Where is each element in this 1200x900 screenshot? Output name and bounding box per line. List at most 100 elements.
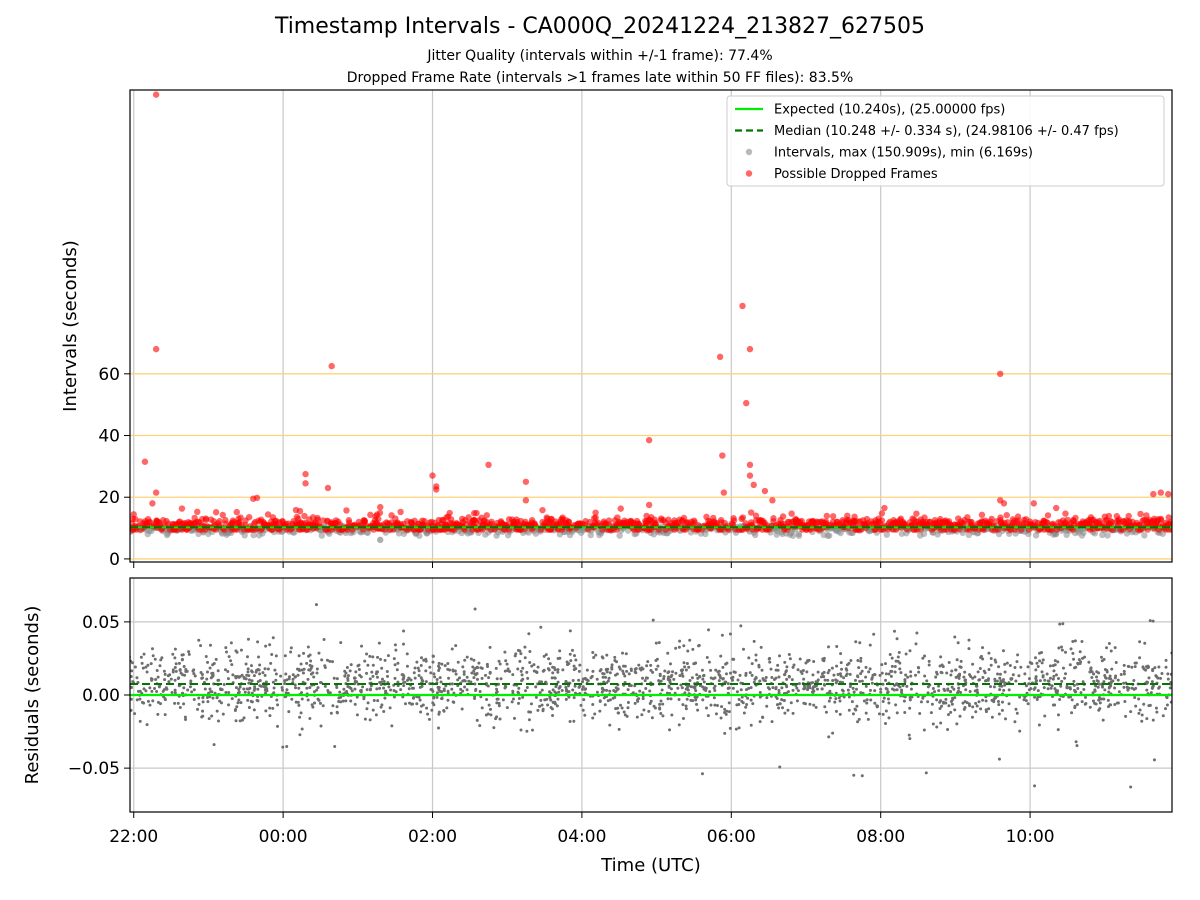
residual-point [823, 705, 827, 709]
residual-point [798, 657, 802, 661]
residual-point [585, 668, 589, 672]
residual-point [623, 713, 627, 717]
residual-point [108, 679, 111, 682]
residual-point [126, 691, 129, 694]
residual-point [149, 662, 153, 666]
residual-point [510, 700, 514, 704]
residual-point [317, 698, 321, 702]
residual-point [396, 680, 400, 684]
residual-point [1129, 710, 1133, 714]
residual-point [625, 669, 629, 673]
residual-point [300, 697, 304, 701]
residual-point [707, 660, 711, 664]
residual-point [952, 687, 956, 691]
residual-point [627, 672, 631, 676]
residual-point [797, 682, 801, 686]
residual-point [780, 686, 784, 690]
residual-point [717, 669, 721, 673]
residual-point [271, 636, 275, 640]
residual-point [401, 642, 405, 646]
residual-point [1150, 680, 1154, 684]
residual-point [353, 702, 357, 706]
residual-point [613, 655, 617, 659]
residual-point [399, 688, 403, 692]
residual-point [144, 689, 148, 693]
residual-point [684, 668, 688, 672]
residual-point [390, 724, 394, 728]
residual-point [1145, 717, 1149, 721]
residual-point [641, 691, 645, 695]
residual-point [895, 688, 899, 692]
residual-point [339, 700, 343, 704]
residual-point [1122, 663, 1126, 667]
residual-point [496, 697, 500, 701]
residual-point [979, 707, 983, 711]
dropped-frame-outlier [645, 436, 653, 444]
residual-point [910, 695, 914, 699]
residual-point [814, 705, 818, 709]
residual-point [946, 727, 950, 731]
residual-point [613, 695, 617, 699]
residual-point [851, 686, 855, 690]
residual-point [778, 765, 782, 769]
residual-point [729, 671, 733, 675]
residual-point [1069, 647, 1073, 651]
residual-point [886, 697, 890, 701]
residual-point [984, 679, 988, 683]
residual-point [667, 685, 671, 689]
residual-point [795, 686, 799, 690]
residual-point [461, 679, 465, 683]
residual-point [130, 697, 133, 701]
residual-point [930, 702, 934, 706]
residual-point [1040, 650, 1044, 654]
residual-point [415, 660, 419, 664]
residual-point [686, 688, 690, 692]
residual-point [374, 713, 378, 717]
residual-point [976, 670, 980, 674]
residual-point [379, 657, 383, 661]
residual-point [315, 671, 319, 675]
residual-point [701, 677, 705, 681]
residual-point [600, 690, 604, 694]
residual-point [392, 657, 396, 661]
residual-point [239, 701, 243, 705]
residual-point [534, 685, 538, 689]
residual-point [945, 671, 949, 675]
residual-point [503, 650, 507, 654]
residual-point [149, 677, 153, 681]
residual-point [748, 671, 752, 675]
residual-point [250, 691, 254, 695]
residual-point [294, 686, 298, 690]
residual-point [823, 678, 827, 682]
dropped-frame-point [122, 520, 128, 526]
y-tick-label-top: 40 [98, 427, 120, 447]
residual-point [485, 662, 489, 666]
residual-point [753, 677, 757, 681]
residual-point [903, 678, 907, 682]
residual-point [925, 679, 929, 683]
residual-point [178, 705, 182, 709]
dropped-frame-point [212, 509, 220, 516]
residual-point [182, 702, 186, 706]
residual-point [475, 665, 479, 669]
residual-point [520, 679, 524, 683]
residual-point [749, 723, 753, 727]
residual-point [1107, 641, 1111, 645]
residual-point [184, 668, 188, 672]
residual-point [811, 687, 815, 691]
residual-point [592, 656, 596, 660]
residual-point [1109, 677, 1113, 681]
residual-point [115, 677, 118, 680]
residual-point [506, 667, 510, 671]
residual-point [454, 644, 458, 648]
residual-point [693, 686, 697, 690]
residual-point [844, 674, 848, 678]
residual-point [969, 675, 973, 679]
residual-point [148, 686, 152, 690]
residual-point [435, 691, 439, 695]
residual-point [521, 695, 525, 699]
residual-point [308, 663, 312, 667]
residual-point [463, 658, 467, 662]
residual-point [475, 718, 479, 722]
residual-point [1053, 663, 1057, 667]
